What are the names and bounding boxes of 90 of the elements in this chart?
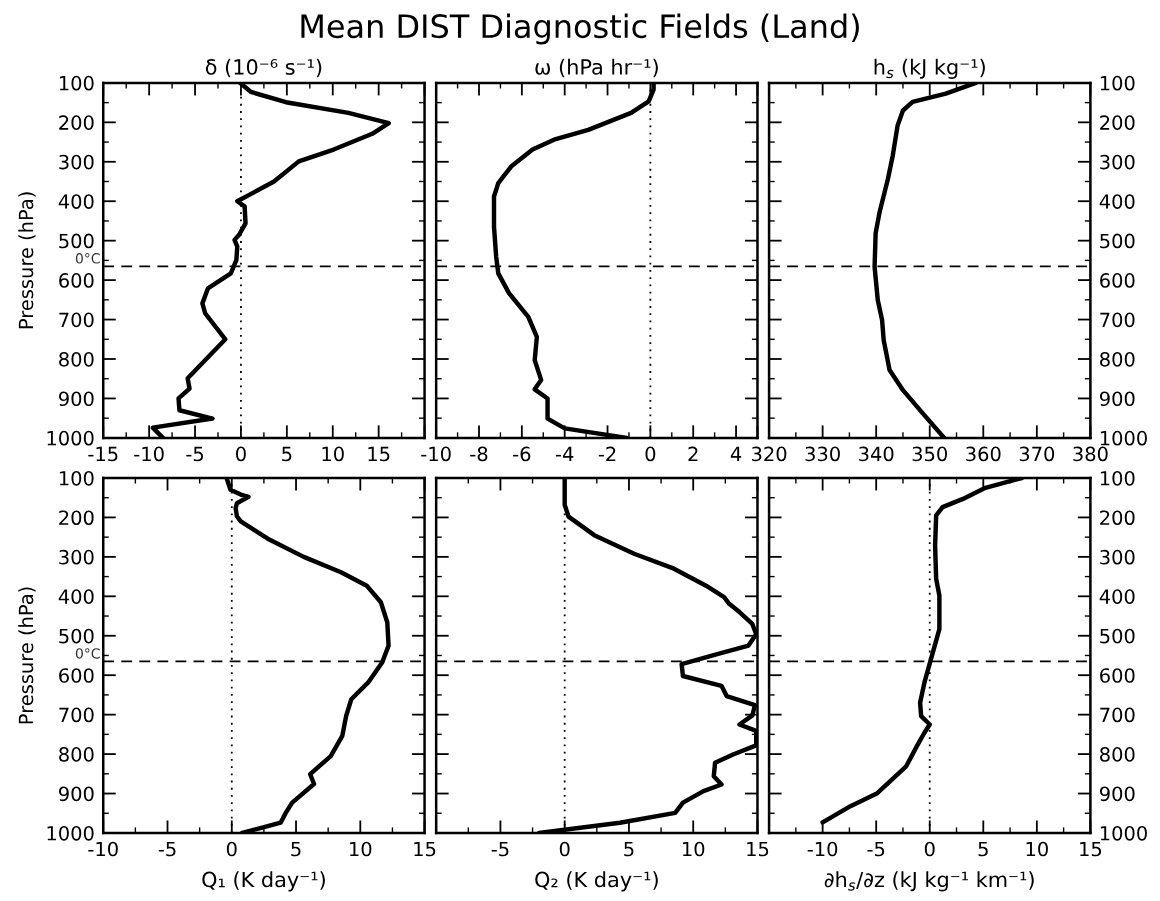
x-axis-title: Q₁ (K day⁻¹) [202, 871, 325, 892]
x-tick-label: -5 [491, 841, 509, 857]
y-tick-label: 900 [59, 786, 94, 802]
y-tick-label: 600 [1100, 668, 1135, 683]
x-tick-label: -10 [421, 446, 451, 462]
y-tick-label: 800 [1100, 747, 1135, 762]
y-tick-label: 900 [59, 391, 94, 407]
x-tick-label: 15 [414, 841, 436, 857]
y-tick-label: 100 [1100, 470, 1135, 486]
y-tick-label: 400 [58, 589, 94, 604]
chart-title: ω (hPa hr⁻¹) [535, 58, 658, 78]
y-tick-label: 200 [59, 115, 94, 130]
y-tick-label: 200 [59, 510, 94, 526]
y-tick-label: 400 [1099, 194, 1135, 209]
x-tick-label: 0 [645, 446, 656, 462]
y-tick-label: 200 [1100, 510, 1135, 526]
y-axis-title: Pressure (hPa) [18, 192, 36, 329]
x-tick-label: 370 [1019, 446, 1055, 462]
y-tick-label: 500 [1100, 628, 1135, 644]
chart-title: h$_{s}$ (kJ kg⁻¹) [874, 58, 985, 79]
y-tick-label: 300 [59, 549, 94, 565]
x-tick-label: 320 [752, 446, 787, 462]
x-tick-label: 4 [730, 446, 742, 461]
x-tick-label: -5 [867, 841, 885, 857]
y-tick-label: 400 [58, 194, 94, 209]
y-tick-label: 100 [1100, 75, 1135, 91]
x-tick-label: 5 [291, 841, 301, 857]
x-tick-label: 0 [559, 841, 570, 857]
x-tick-label: 10 [322, 446, 344, 462]
x-tick-label: 2 [688, 446, 698, 461]
y-tick-label: 100 [59, 75, 94, 91]
x-tick-label: 350 [912, 446, 948, 462]
x-tick-label: 0 [226, 841, 237, 857]
chart-title: δ (10⁻⁶ s⁻¹) [205, 58, 322, 78]
y-tick-label: 1000 [1100, 430, 1147, 446]
y-tick-label: 600 [59, 273, 94, 288]
y-tick-label: 600 [1100, 273, 1135, 288]
x-tick-label: 5 [624, 841, 634, 857]
x-tick-label: 340 [859, 446, 894, 462]
y-axis-title: Pressure (hPa) [18, 587, 36, 724]
x-tick-label: 10 [1026, 841, 1048, 857]
y-tick-label: 400 [1099, 589, 1135, 604]
y-tick-label: 500 [59, 233, 94, 249]
text: Mean DIST Diagnostic Fields (Land) [301, 13, 859, 45]
x-tick-label: 10 [350, 841, 372, 857]
y-tick-label: 500 [1100, 233, 1135, 249]
x-tick-label: -15 [88, 446, 118, 462]
y-tick-label: 700 [59, 312, 94, 328]
x-tick-label: 360 [966, 446, 1001, 462]
y-tick-label: 300 [1100, 549, 1135, 565]
x-tick-label: -6 [513, 446, 531, 462]
x-tick-label: -10 [134, 446, 164, 462]
x-tick-label: -4 [555, 446, 574, 461]
y-tick-label: 1000 [47, 825, 94, 841]
x-axis-title: Q₂ (K day⁻¹) [535, 871, 658, 892]
x-tick-label: 330 [805, 446, 840, 462]
x-tick-label: 0 [236, 446, 246, 462]
y-tick-label: 900 [1099, 786, 1135, 802]
y-tick-label: 700 [1100, 707, 1135, 723]
y-tick-label: 100 [59, 470, 94, 486]
y-tick-label: 1000 [1100, 825, 1147, 841]
x-tick-label: -2 [598, 446, 616, 461]
x-axis-title: ∂h$_{s}$/∂z (kJ kg⁻¹ km⁻¹) [824, 871, 1034, 892]
x-tick-label: 0 [924, 841, 935, 857]
x-tick-label: 5 [978, 841, 988, 857]
x-tick-label: -5 [158, 841, 176, 857]
ref-line-label: 0°C [75, 648, 100, 659]
y-tick-label: 1000 [47, 430, 94, 446]
y-tick-label: 200 [1100, 115, 1135, 130]
y-tick-label: 900 [1099, 391, 1135, 407]
x-tick-label: -10 [807, 841, 838, 857]
y-tick-label: 800 [59, 351, 94, 367]
x-tick-label: -10 [88, 841, 118, 857]
x-tick-label: 380 [1073, 446, 1108, 462]
x-tick-label: 5 [282, 446, 292, 462]
y-tick-label: 500 [59, 628, 94, 644]
x-tick-label: 15 [368, 446, 390, 462]
x-tick-label: 15 [747, 841, 769, 857]
y-tick-label: 700 [59, 707, 94, 723]
y-tick-label: 300 [1100, 154, 1135, 170]
x-tick-label: -8 [470, 446, 488, 462]
y-tick-label: 700 [1100, 312, 1135, 328]
y-tick-label: 300 [59, 154, 94, 170]
ref-line-label: 0°C [75, 253, 100, 264]
x-tick-label: 10 [682, 841, 705, 857]
y-tick-label: 600 [59, 668, 94, 683]
y-tick-label: 800 [59, 747, 94, 762]
x-tick-label: 15 [1080, 841, 1102, 857]
x-tick-label: -5 [186, 446, 204, 462]
y-tick-label: 800 [1100, 351, 1135, 367]
